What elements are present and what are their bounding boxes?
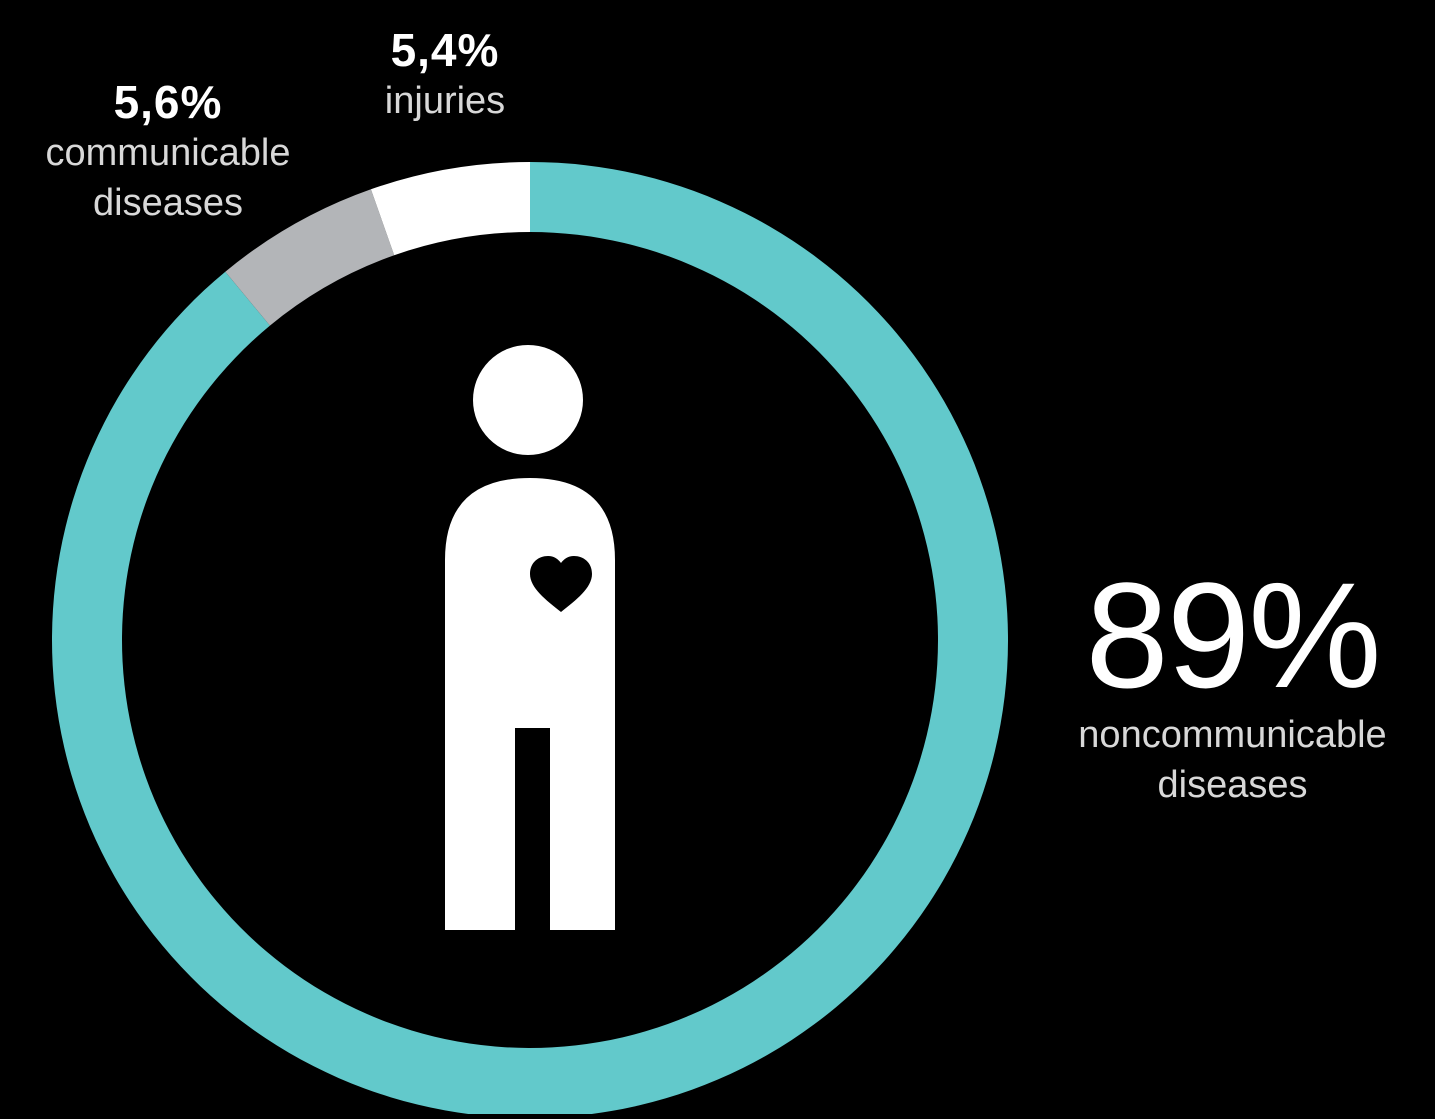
person-with-heart-icon [445,345,615,930]
slice-label-communicable: 5,6% communicable diseases [0,76,336,228]
heart-icon [530,556,592,612]
slice-name-line: diseases [1157,764,1308,806]
slice-name-line: injuries [384,80,506,122]
slice-name-communicable: communicable diseases [0,128,336,228]
slice-value-noncommunicable: 89% [1085,551,1381,719]
donut-slices [51,162,1009,1118]
person-head [473,345,583,455]
slice-name-injuries: injuries [345,76,545,126]
person-body [445,478,615,930]
slice-communicable [225,189,395,326]
slice-name-noncommunicable: noncommunicable diseases [1030,710,1435,810]
slice-value-communicable: 5,6% [113,76,223,128]
slice-name-line: communicable [45,132,291,174]
slice-value-injuries: 5,4% [390,24,500,76]
slice-injuries [370,162,530,256]
slice-label-injuries: 5,4% injuries [345,24,545,126]
slice-label-noncommunicable: 89% noncommunicable diseases [1030,560,1435,810]
slice-name-line: noncommunicable [1078,714,1387,756]
slice-name-line: diseases [93,182,243,224]
